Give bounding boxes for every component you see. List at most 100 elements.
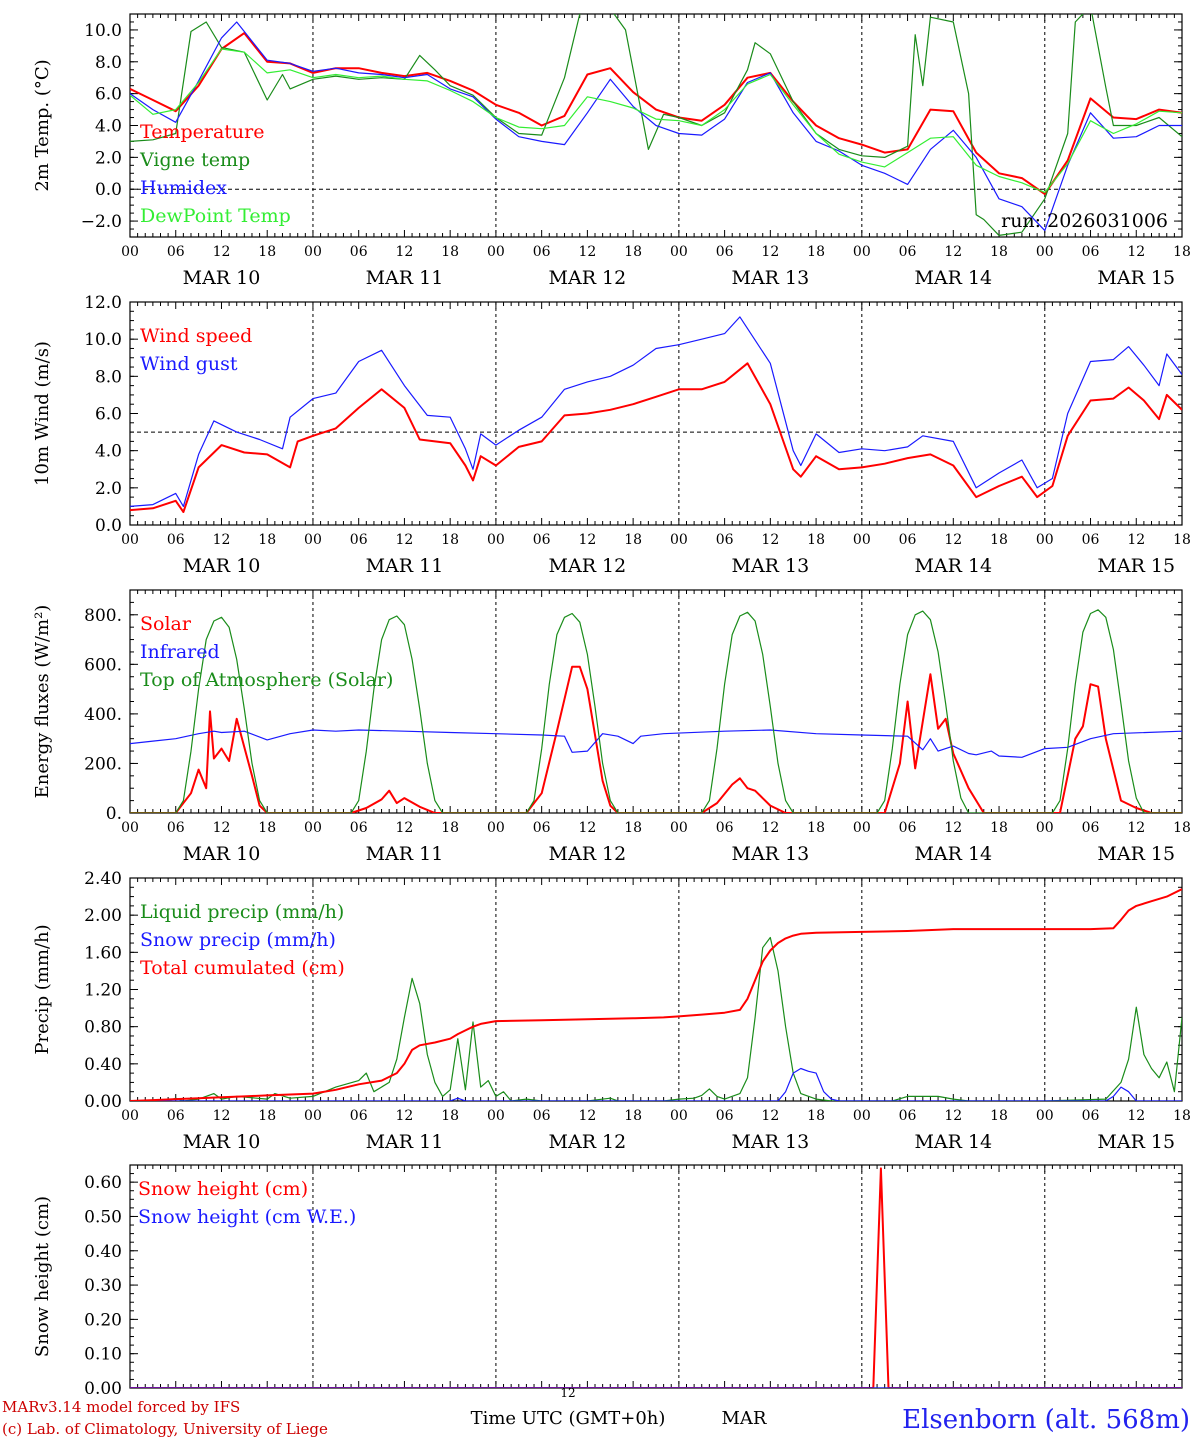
series-group: [130, 1167, 1182, 1388]
y-tick-label: 0.60: [84, 1173, 122, 1193]
x-tick-label: 12: [944, 244, 962, 260]
x-day-label: MAR 10: [183, 555, 261, 577]
legend-entry: Snow precip (mm/h): [140, 929, 336, 951]
x-tick-label: 12: [761, 244, 779, 260]
x-day-label: MAR 15: [1097, 267, 1175, 289]
x-tick-label: 00: [487, 244, 505, 260]
series-line-dewpoint-temp: [130, 48, 1182, 193]
x-tick-label: 12: [213, 532, 231, 548]
legend-entry: Total cumulated (cm): [140, 957, 345, 979]
x-day-label: MAR 12: [549, 267, 627, 289]
x-tick-label: 00: [304, 244, 322, 260]
lab-credit: (c) Lab. of Climatology, University of L…: [2, 1420, 328, 1438]
x-tick-label: 00: [487, 532, 505, 548]
legend-entry: Temperature: [140, 121, 264, 143]
y-tick-label: 4.0: [95, 442, 122, 462]
x-tick-label: 00: [1036, 532, 1054, 548]
x-tick-label: 06: [716, 244, 734, 260]
x-tick-label: 06: [899, 244, 917, 260]
y-tick-label: 2.00: [84, 906, 122, 926]
chart-panel-2: 12.0 10.0 8.0 6.0 4.0 2.0 0.0 10m Wind (m/s) Win…: [32, 293, 1191, 577]
x-tick-label: 12: [213, 820, 231, 836]
x-tick-label: 06: [533, 244, 551, 260]
legend-entry: Liquid precip (mm/h): [140, 901, 344, 923]
x-tick-label: 06: [716, 532, 734, 548]
y-tick-label: 2.0: [95, 479, 122, 499]
x-tick-label: 18: [1173, 1108, 1191, 1124]
x-tick-label: 18: [1173, 532, 1191, 548]
x-tick-label: 18: [990, 532, 1008, 548]
y-axis-label: 10m Wind (m/s): [32, 341, 53, 486]
x-tick-label: 18: [990, 244, 1008, 260]
x-day-label: MAR 10: [183, 843, 261, 865]
x-day-label: MAR 13: [731, 555, 809, 577]
x-tick-label: 00: [853, 1108, 871, 1124]
y-tick-label: 0.50: [84, 1207, 122, 1227]
x-tick-label: 18: [258, 244, 276, 260]
y-tick-label: 400.: [84, 705, 122, 725]
x-tick-label: 12: [944, 820, 962, 836]
x-day-label: MAR 10: [183, 267, 261, 289]
y-tick-label: 0.20: [84, 1310, 122, 1330]
x-tick-label: 00: [670, 820, 688, 836]
x-tick-label: 06: [533, 820, 551, 836]
x-tick-label: 12: [761, 820, 779, 836]
y-axis-label: 2m Temp. (°C): [32, 59, 53, 191]
x-tick-label: 00: [121, 1108, 139, 1124]
y-tick-label: −2.0: [81, 212, 122, 232]
x-day-label: MAR 11: [366, 843, 444, 865]
y-axis-label: Energy fluxes (W/m²): [32, 605, 53, 799]
chart-panel-5: 0.60 0.50 0.40 0.30 0.20 0.10 0.00 Snow height …: [32, 1164, 1183, 1399]
y-tick-label: 8.0: [95, 53, 122, 73]
legend-entry: Wind speed: [140, 325, 252, 347]
x-tick-label: 06: [350, 532, 368, 548]
y-axis-label: Snow height (cm): [32, 1196, 53, 1357]
x-tick-label: 12: [578, 532, 596, 548]
x-tick-label: 00: [121, 820, 139, 836]
x-tick-label: 06: [167, 820, 185, 836]
y-tick-label: 10.0: [84, 330, 122, 350]
x-day-label: MAR 12: [549, 555, 627, 577]
y-tick-label: 1.20: [84, 981, 122, 1001]
x-tick-label: 12: [1127, 532, 1145, 548]
x-tick-label: 18: [441, 244, 459, 260]
footer: MARv3.14 model forced by IFS (c) Lab. of…: [2, 1386, 1190, 1438]
y-tick-label: 0.0: [95, 516, 122, 536]
station-label: Elsenborn (alt. 568m): [902, 1405, 1190, 1435]
x-tick-label: 06: [899, 1108, 917, 1124]
plot-frame: [129, 589, 1183, 814]
x-day-label: MAR 10: [183, 1131, 261, 1153]
x-tick-label: 12: [1127, 820, 1145, 836]
y-tick-label: 600.: [84, 655, 122, 675]
x-tick-label: 18: [258, 532, 276, 548]
x-tick-label: 18: [807, 244, 825, 260]
chart-panel-4: 2.40 2.00 1.60 1.20 0.80 0.40 0.00 Precip (mm/h…: [32, 869, 1191, 1153]
model-credit: MARv3.14 model forced by IFS: [2, 1398, 240, 1416]
x-day-label: MAR 14: [914, 267, 992, 289]
x-tick-label: 18: [807, 820, 825, 836]
x-tick-label: 06: [167, 1108, 185, 1124]
x-tick-label: 00: [121, 244, 139, 260]
y-tick-label: 4.0: [95, 117, 122, 137]
series-group: [130, 888, 1182, 1101]
plot-frame: [129, 301, 1183, 526]
y-tick-label: 200.: [84, 754, 122, 774]
x-tick-label: 06: [167, 244, 185, 260]
legend-entry: Wind gust: [140, 353, 238, 375]
x-tick-label: 00: [1036, 1108, 1054, 1124]
x-tick-label: 06: [716, 1108, 734, 1124]
run-annotation: run: 2026031006: [1001, 210, 1168, 232]
y-tick-label: 6.0: [95, 85, 122, 105]
x-day-label: MAR 11: [366, 1131, 444, 1153]
x-day-label: MAR 14: [914, 1131, 992, 1153]
x-tick-label: 18: [1173, 244, 1191, 260]
y-tick-label: 2.0: [95, 148, 122, 168]
x-tick-label: 18: [624, 820, 642, 836]
x-tick-label: 12: [396, 820, 414, 836]
x-tick-label: 18: [990, 820, 1008, 836]
series-group: [130, 14, 1182, 236]
x-day-label: MAR 13: [731, 843, 809, 865]
legend-entry: Snow height (cm W.E.): [138, 1206, 356, 1228]
legend-entry: DewPoint Temp: [140, 205, 291, 227]
